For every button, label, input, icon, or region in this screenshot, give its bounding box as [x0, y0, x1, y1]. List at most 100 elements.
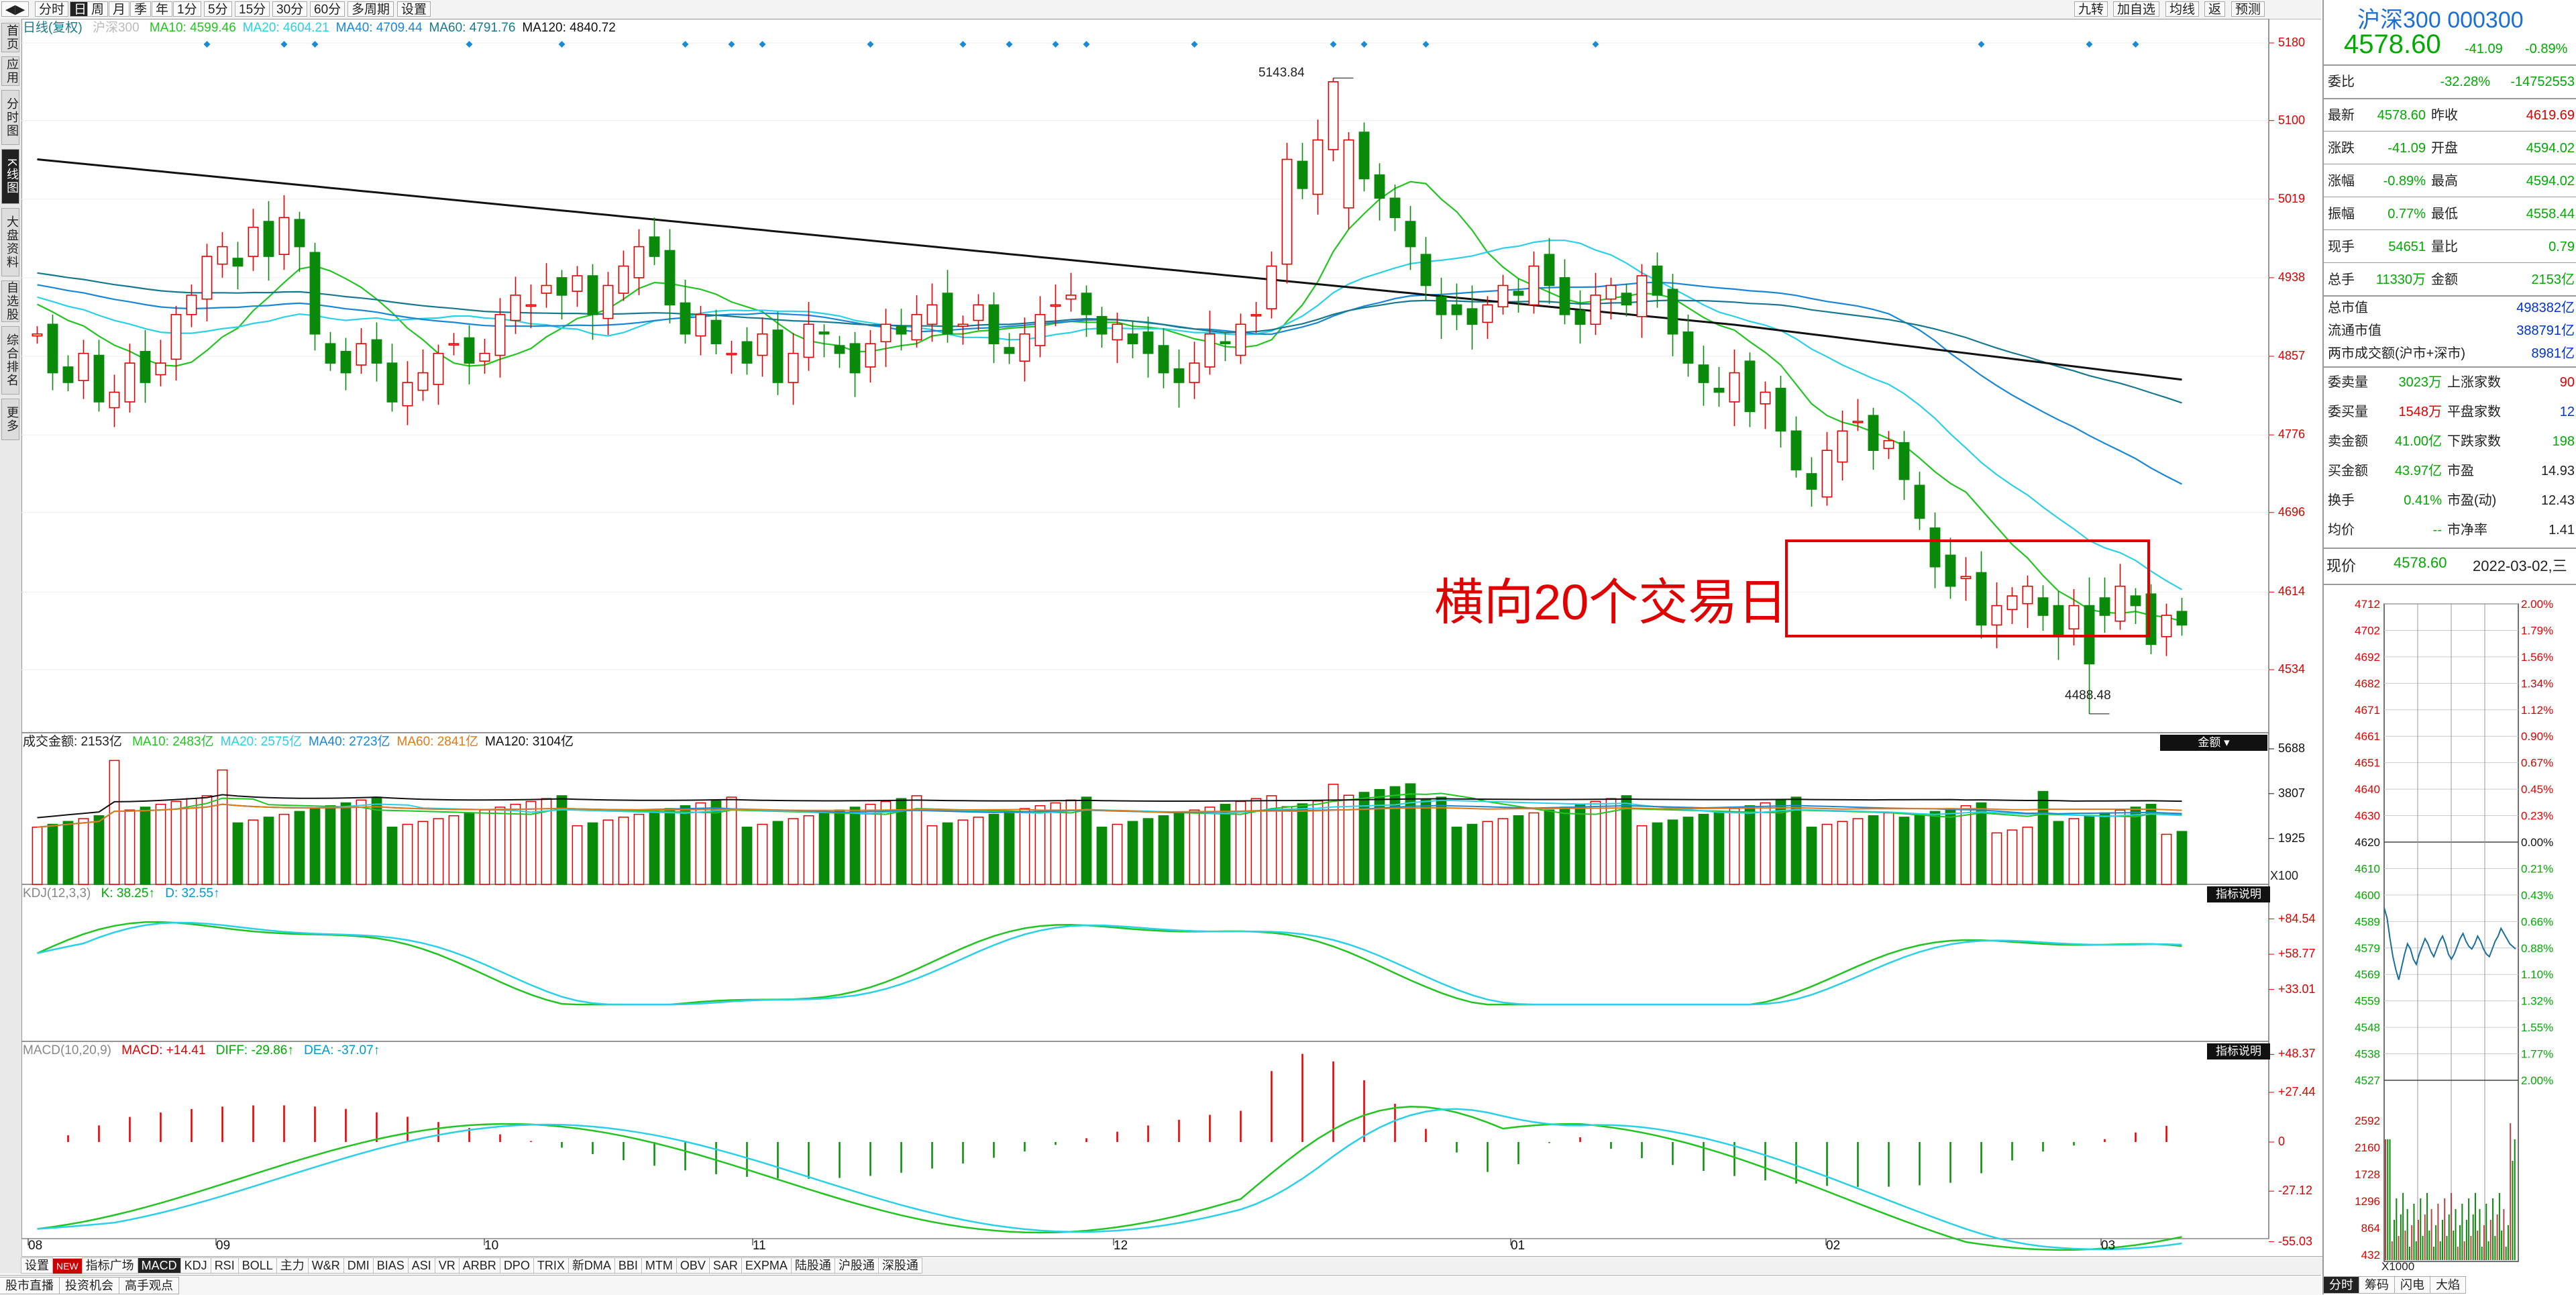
left-nav-item-3[interactable]: K线图 [1, 149, 19, 204]
volume-bar [988, 813, 1000, 885]
indicator-tab-18[interactable]: MTM [641, 1257, 677, 1274]
indicator-tab-1[interactable]: NEW [52, 1258, 83, 1274]
candle-body [1081, 293, 1092, 315]
indicator-tab-11[interactable]: ASI [407, 1257, 435, 1274]
period-tab-9[interactable]: 30分 [272, 1, 308, 17]
period-tab-5[interactable]: 年 [152, 1, 173, 17]
volume-bar [201, 795, 213, 885]
x-axis-label: 09 [216, 1239, 231, 1253]
volume-bar [1559, 807, 1570, 885]
indicator-tab-19[interactable]: OBV [676, 1257, 710, 1274]
mini-tab-3[interactable]: 大焰 [2430, 1276, 2466, 1294]
candle-body [602, 284, 614, 319]
indicator-tab-8[interactable]: W&R [307, 1257, 344, 1274]
mini-vol-tick: 432 [2361, 1249, 2380, 1261]
macd-explain-button[interactable]: 指标说明 [2207, 1043, 2270, 1059]
kdj-explain-button[interactable]: 指标说明 [2207, 886, 2270, 902]
macd-legend: MACD(10,20,9) MACD: +14.41 DIFF: -29.86↑… [23, 1043, 386, 1059]
kline-ma-label-1: MA20: 4604.21 [242, 21, 329, 35]
quote-row: 涨幅 -0.89% 最高 4594.02 [2324, 165, 2576, 197]
candle-body [572, 275, 583, 292]
period-tab-3[interactable]: 月 [109, 1, 130, 17]
indicator-tab-14[interactable]: DPO [499, 1257, 534, 1274]
indicator-tab-17[interactable]: BBI [614, 1257, 642, 1274]
period-tab-8[interactable]: 15分 [235, 1, 270, 17]
candle-body [448, 343, 460, 346]
indicator-tab-2[interactable]: 指标广场 [81, 1257, 138, 1274]
period-tab-7[interactable]: 5分 [204, 1, 232, 17]
left-nav-item-5[interactable]: 自选股 [1, 280, 19, 322]
indicator-tab-0[interactable]: 设置 [21, 1257, 53, 1274]
volume-bar [1621, 795, 1632, 885]
candle-body [386, 362, 398, 403]
intraday-mini-chart[interactable]: 4712 2.00% 4702 1.79% 4692 1.56% 4682 1.34% 4671… [2324, 590, 2576, 1268]
toolbar-right-button-2[interactable]: 均线 [2165, 1, 2200, 17]
event-diamond-icon [959, 41, 967, 48]
volume-bar [78, 818, 89, 885]
indicator-tab-22[interactable]: 陆股通 [790, 1257, 835, 1274]
indicator-tab-21[interactable]: EXPMA [741, 1257, 792, 1274]
mini-pct-tick: 0.90% [2521, 730, 2553, 743]
indicator-tab-15[interactable]: TRIX [533, 1257, 569, 1274]
volume-bar [1466, 823, 1478, 885]
chart-area[interactable] [21, 19, 2322, 1256]
left-nav-item-7[interactable]: 更多 [1, 399, 19, 440]
indicator-tab-12[interactable]: VR [434, 1257, 460, 1274]
left-nav-item-6[interactable]: 综合排名 [1, 326, 19, 395]
period-tab-10[interactable]: 60分 [310, 1, 345, 17]
volume-bar [232, 822, 244, 885]
indicator-tab-4[interactable]: KDJ [180, 1257, 211, 1274]
volume-ma-label-1: MA20: 2575亿 [220, 735, 303, 749]
indicator-tab-9[interactable]: DMI [343, 1257, 374, 1274]
bottom-tab-0[interactable]: 股市直播 [0, 1277, 60, 1294]
indicator-tab-20[interactable]: SAR [708, 1257, 742, 1274]
period-tab-4[interactable]: 季 [130, 1, 152, 17]
toolbar-right-button-1[interactable]: 加自选 [2113, 1, 2160, 17]
volume-bar [757, 823, 768, 885]
volume-bar [140, 807, 151, 885]
indicator-tab-3[interactable]: MACD [137, 1257, 181, 1274]
volume-bar [1713, 811, 1725, 885]
mini-pct-tick: 0.66% [2521, 915, 2553, 928]
toolbar-right-button-4[interactable]: 预测 [2231, 1, 2265, 17]
kdj-k-line [36, 921, 2182, 1006]
bottom-tab-2[interactable]: 高手观点 [119, 1277, 179, 1294]
left-nav-item-1[interactable]: 应用 [1, 56, 19, 86]
left-nav-item-4[interactable]: 大盘资料 [1, 208, 19, 276]
toolbar-right-button-3[interactable]: 返 [2204, 1, 2226, 17]
mini-tab-2[interactable]: 闪电 [2394, 1276, 2430, 1294]
period-tab-12[interactable]: 设置 [397, 1, 431, 17]
volume-bar [1312, 800, 1324, 885]
indicator-tab-16[interactable]: 新DMA [568, 1257, 615, 1274]
volume-selector[interactable]: 金额 ▾ [2160, 735, 2267, 751]
mini-tab-1[interactable]: 筹码 [2359, 1276, 2395, 1294]
candle-body [525, 304, 537, 307]
period-tab-11[interactable]: 多周期 [347, 1, 394, 17]
pane-frame [21, 1041, 2269, 1239]
indicator-tab-13[interactable]: ARBR [458, 1257, 500, 1274]
indicator-tab-7[interactable]: 主力 [276, 1257, 309, 1274]
indicator-tabs: 设置 NEW 指标广场 MACD KDJ RSI BOLL 主力 W&R DMI BIAS ASI VR… [21, 1256, 2322, 1274]
nav-arrows-button[interactable]: ◀▶ [1, 1, 30, 17]
toolbar-right-button-0[interactable]: 九转 [2074, 1, 2108, 17]
volume-bar [1790, 796, 1802, 885]
indicator-tab-5[interactable]: RSI [210, 1257, 239, 1274]
volume-bar [1991, 832, 2002, 885]
volume-bar [294, 811, 305, 885]
left-nav-item-0[interactable]: 首页 [1, 23, 19, 52]
bottom-tab-1[interactable]: 投资机会 [59, 1277, 119, 1294]
indicator-tab-6[interactable]: BOLL [237, 1257, 277, 1274]
period-tab-0[interactable]: 分时 [35, 1, 69, 17]
period-tab-2[interactable]: 周 [87, 1, 109, 17]
indicator-tab-24[interactable]: 深股通 [877, 1257, 922, 1274]
candle-body [1898, 442, 1910, 480]
volume-bar [1050, 802, 1061, 885]
candle-body [2053, 605, 2064, 635]
period-tab-6[interactable]: 1分 [173, 1, 201, 17]
mini-tab-0[interactable]: 分时 [2323, 1276, 2359, 1294]
candle-body [140, 350, 151, 383]
left-nav-item-2[interactable]: 分时图 [1, 90, 19, 145]
event-diamond-icon [1083, 41, 1090, 48]
indicator-tab-23[interactable]: 沪股通 [834, 1257, 879, 1274]
indicator-tab-10[interactable]: BIAS [372, 1257, 409, 1274]
